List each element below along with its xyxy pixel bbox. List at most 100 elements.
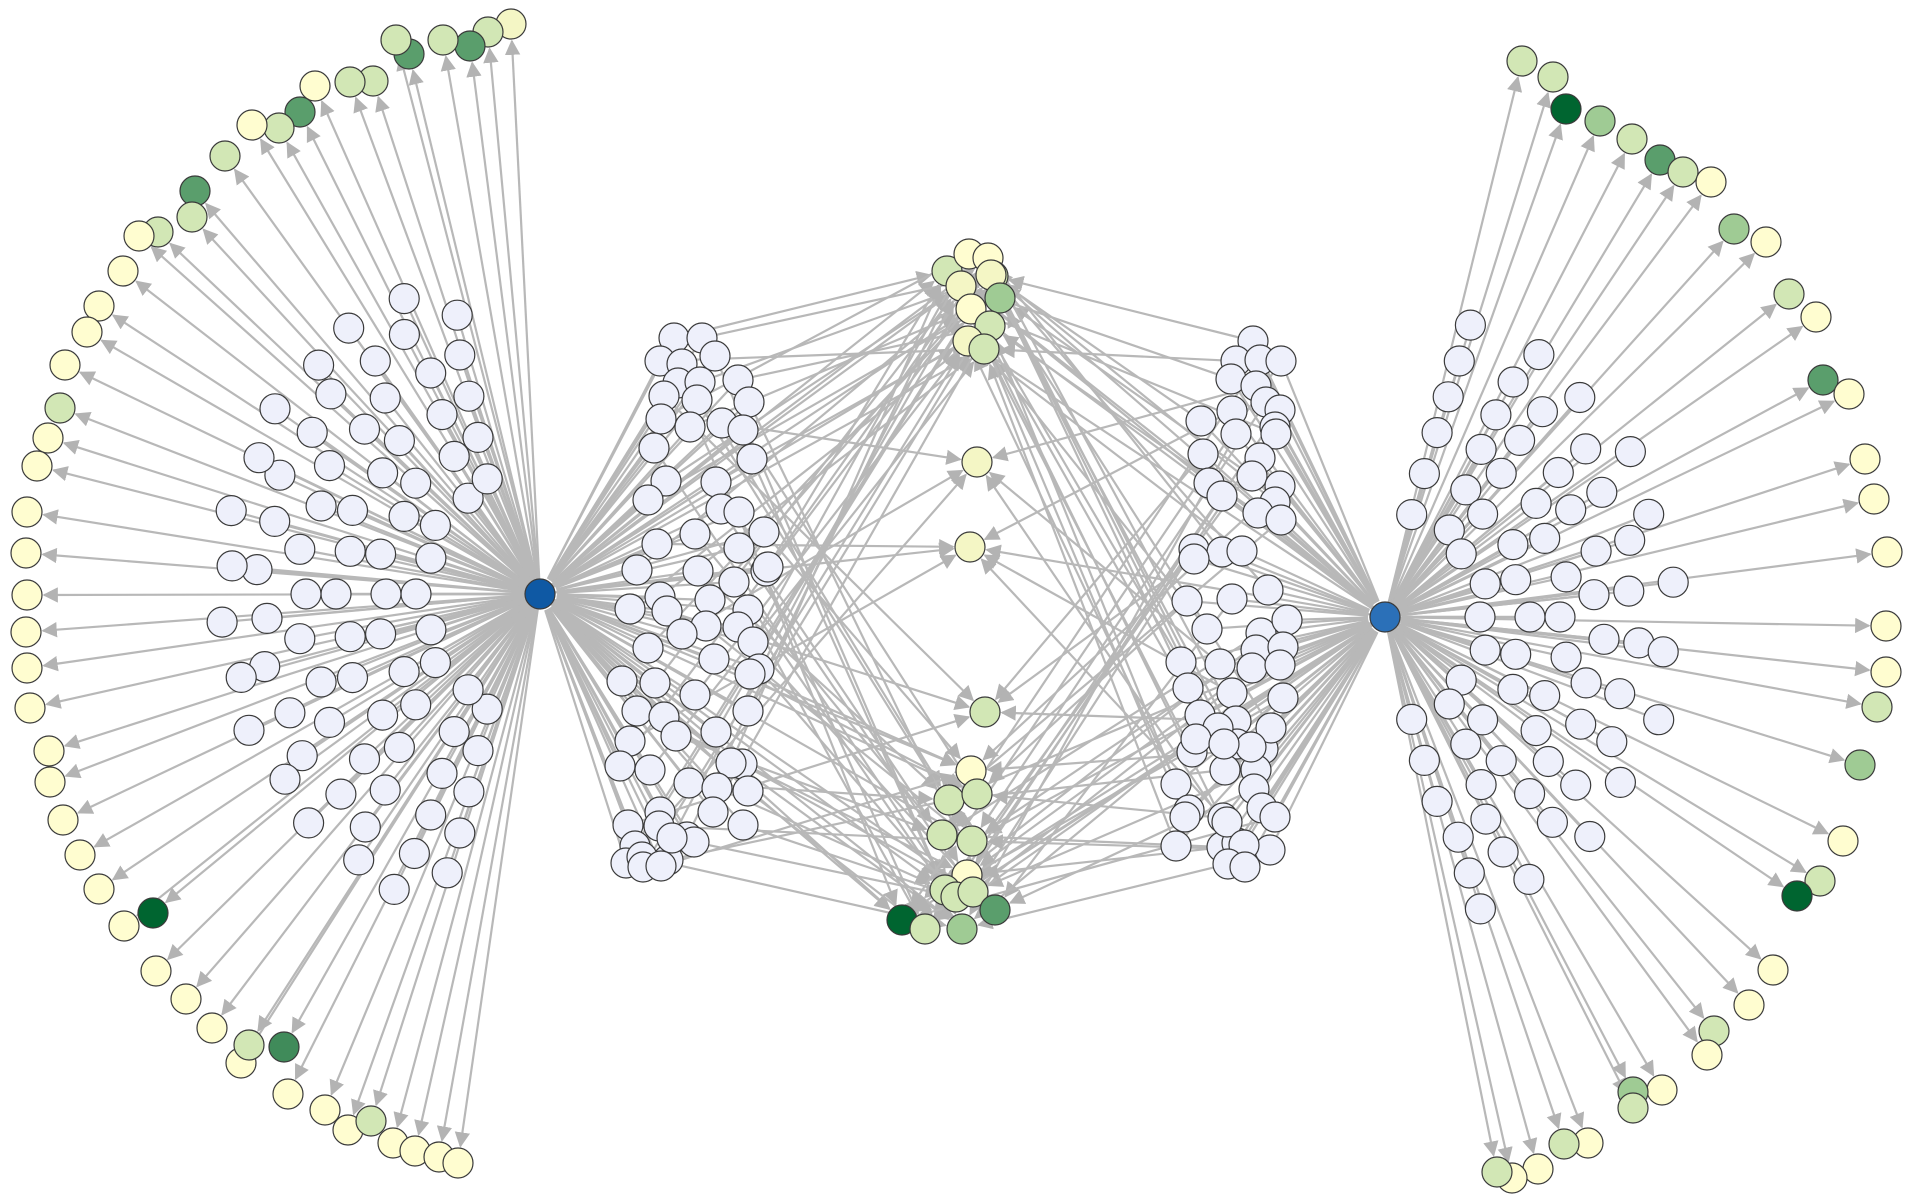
gene-node <box>462 421 494 453</box>
target-node <box>956 825 988 857</box>
target-node <box>11 579 43 611</box>
target-node <box>123 220 155 252</box>
gene-node <box>1236 652 1268 684</box>
edge <box>698 402 964 828</box>
target-node <box>1804 865 1836 897</box>
edge <box>1270 631 1379 847</box>
gene-node <box>383 731 415 764</box>
gene-node <box>1565 708 1597 740</box>
gene-node <box>752 551 784 583</box>
gene-node <box>1265 504 1297 536</box>
target-node <box>64 839 96 871</box>
target-node <box>263 112 295 144</box>
gene-node <box>415 357 447 389</box>
edge <box>440 55 541 591</box>
gene-node <box>1169 801 1201 833</box>
edge <box>164 595 538 904</box>
target-node <box>442 1147 474 1179</box>
target-node <box>11 652 43 684</box>
gene-node <box>1497 673 1529 706</box>
edge <box>1393 630 1465 742</box>
edge <box>554 600 645 648</box>
gene-node <box>632 632 664 664</box>
target-node <box>14 692 46 724</box>
gene-node <box>216 550 248 582</box>
gene-node <box>1596 726 1628 758</box>
gene-node <box>666 618 698 650</box>
target-node <box>968 333 1000 365</box>
gene-node <box>1633 498 1665 530</box>
gene-node <box>388 283 420 315</box>
gene-node <box>1513 863 1545 896</box>
gene-node <box>698 643 730 675</box>
gene-node <box>400 578 432 610</box>
gene-node <box>641 528 673 560</box>
edge <box>393 597 541 1129</box>
gene-node <box>444 339 476 371</box>
node-layer <box>10 8 1903 1194</box>
gene-node <box>1445 538 1477 570</box>
edge <box>1385 123 1563 614</box>
gene-node <box>367 457 399 489</box>
gene-node <box>1421 785 1453 818</box>
gene-node <box>370 578 402 610</box>
target-node <box>34 766 66 798</box>
target-node <box>32 422 64 454</box>
edge <box>664 772 957 866</box>
gene-node <box>1187 438 1219 470</box>
edge <box>455 459 532 581</box>
edge <box>1290 616 1369 621</box>
gene-node <box>438 715 470 748</box>
edge <box>1277 436 1378 603</box>
gene-node <box>452 482 484 514</box>
gene-node <box>1550 641 1582 673</box>
target-node <box>299 70 331 102</box>
gene-node <box>699 340 731 372</box>
gene-node <box>1526 396 1559 428</box>
edge <box>988 471 1218 663</box>
edge <box>749 311 993 709</box>
gene-node <box>243 442 275 474</box>
gene-node <box>727 809 759 841</box>
target-node <box>1691 1039 1723 1071</box>
gene-node <box>1588 623 1620 655</box>
target-node <box>107 255 139 287</box>
gene-node <box>348 743 381 775</box>
gene-node <box>1520 714 1552 747</box>
edge <box>454 597 541 1148</box>
target-node <box>926 819 958 851</box>
target-node <box>11 496 43 528</box>
gene-node <box>715 747 747 779</box>
edge <box>964 498 1221 885</box>
gene-node <box>1185 405 1217 437</box>
edge <box>672 299 955 836</box>
gene-node <box>614 593 646 625</box>
gene-node <box>419 509 451 542</box>
gene-node <box>348 413 381 445</box>
gene-node <box>383 425 415 457</box>
target-node <box>272 1078 304 1110</box>
gene-node <box>1544 601 1576 633</box>
target-node <box>961 446 993 478</box>
gene-node <box>645 403 677 435</box>
gene-node <box>1265 345 1297 377</box>
edge <box>548 398 663 581</box>
edge <box>555 544 654 589</box>
gene-node <box>1465 433 1497 465</box>
target-node <box>961 778 993 810</box>
target-node <box>176 201 208 233</box>
gene-node <box>1208 728 1240 760</box>
gene-node <box>365 538 397 570</box>
gene-node <box>1485 457 1517 489</box>
edge <box>455 607 532 729</box>
gene-node <box>1466 704 1499 736</box>
gene-node <box>1604 766 1637 799</box>
gene-node <box>452 674 484 706</box>
gene-node <box>660 720 692 752</box>
target-node <box>1833 378 1865 410</box>
gene-node <box>453 380 485 412</box>
gene-node <box>1421 417 1453 449</box>
gene-node <box>1529 679 1561 712</box>
gene-node <box>259 505 291 538</box>
